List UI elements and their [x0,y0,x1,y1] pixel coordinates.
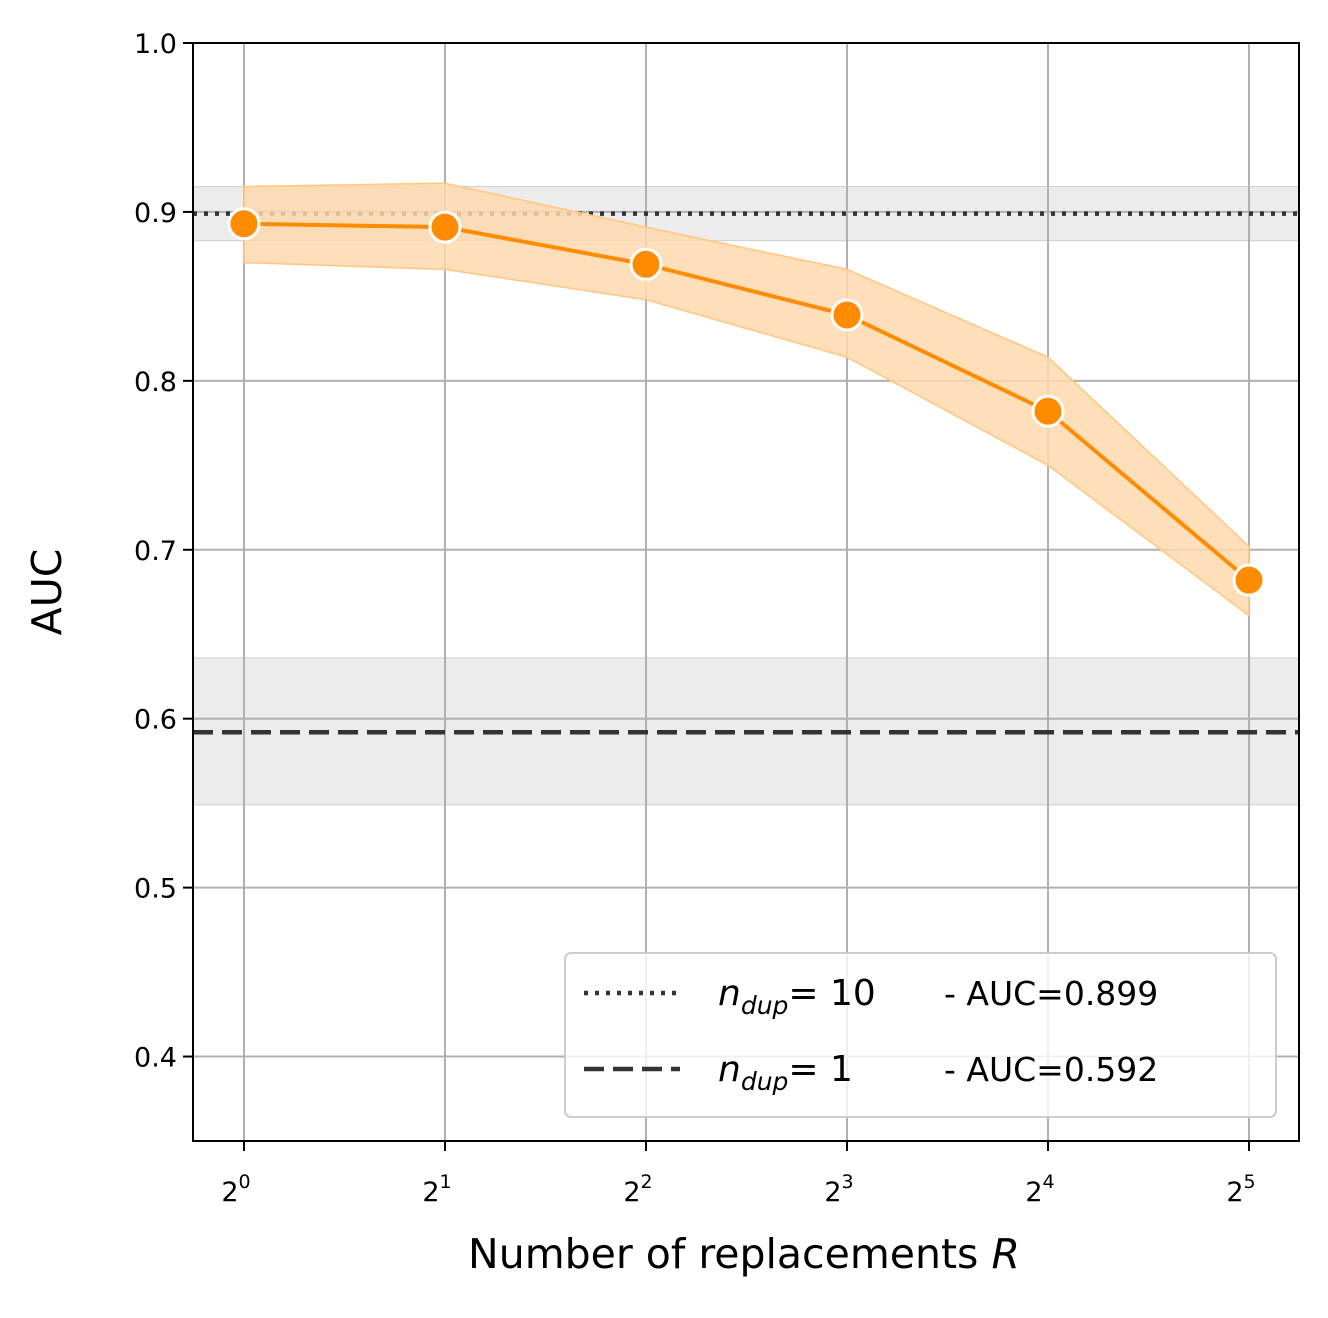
series-line [243,221,1251,582]
legend: ndup= 10 - AUC=0.899 ndup= 1 - AUC=0.592 [564,952,1277,1118]
series-layer [227,182,1266,618]
legend-auc-text: - AUC=0.899 [944,974,1158,1013]
y-tick-label: 0.5 [134,874,177,905]
y-tick-label: 0.8 [134,367,177,398]
x-tick-label: 20 [221,1171,250,1208]
x-tick-label: 25 [1226,1171,1255,1208]
reference-lines [193,211,1299,735]
data-point [1232,563,1266,597]
x-tick-label: 22 [623,1171,652,1208]
legend-box [564,952,1277,1118]
x-tick-label: 24 [1025,1171,1054,1208]
data-point [227,207,261,241]
x-tick-label: 21 [422,1171,451,1208]
data-point [428,210,462,244]
y-tick-label: 0.9 [134,198,177,229]
data-point [830,298,864,332]
axis-ticks: 0.4 0.5 0.6 0.7 0.8 0.9 1.0 20 21 22 23 24 25 [134,29,1256,1208]
data-point [1031,394,1065,428]
legend-label: ndup= 1 [718,1049,853,1096]
x-tick-label: 23 [824,1171,853,1208]
y-axis-label: AUC [23,549,71,636]
x-axis-label: Number of replacements R [468,1230,1020,1278]
data-point [629,247,663,281]
y-tick-label: 1.0 [134,29,177,60]
y-tick-label: 0.4 [134,1043,177,1074]
legend-label: ndup= 10 [718,973,876,1020]
y-tick-label: 0.6 [134,705,177,736]
plot-frame [192,42,1300,1142]
y-tick-label: 0.7 [134,536,177,567]
legend-auc-text: - AUC=0.592 [944,1050,1158,1089]
